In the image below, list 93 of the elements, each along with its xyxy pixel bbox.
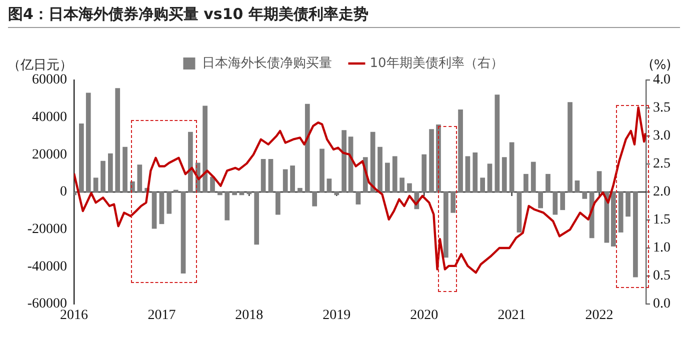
bar bbox=[188, 132, 193, 192]
bar bbox=[633, 192, 638, 278]
bar bbox=[312, 192, 318, 206]
bar bbox=[93, 178, 98, 192]
bar bbox=[626, 192, 630, 217]
y2-tick-label: 0.5 bbox=[653, 268, 670, 284]
bar bbox=[166, 192, 172, 214]
bar bbox=[218, 192, 222, 196]
y2-tick-label: 1.5 bbox=[653, 212, 670, 228]
bar bbox=[450, 192, 456, 213]
x-tick-label: 2016 bbox=[60, 308, 88, 324]
bar bbox=[509, 142, 514, 192]
bar bbox=[530, 162, 536, 192]
bar bbox=[108, 153, 113, 192]
bar bbox=[224, 192, 230, 220]
bar bbox=[596, 171, 602, 192]
bar bbox=[100, 160, 106, 192]
y2-tick-label: 0.0 bbox=[653, 296, 670, 312]
bar bbox=[502, 157, 507, 192]
bar bbox=[79, 124, 84, 192]
bar bbox=[180, 192, 186, 274]
bar bbox=[407, 183, 412, 192]
bar bbox=[290, 166, 295, 192]
bar bbox=[86, 92, 91, 192]
bar bbox=[115, 88, 120, 192]
bar bbox=[232, 192, 237, 196]
bar bbox=[524, 174, 528, 192]
bar bbox=[320, 148, 324, 192]
bar bbox=[275, 192, 280, 215]
bar bbox=[429, 129, 434, 192]
x-tick-label: 2018 bbox=[235, 308, 264, 324]
y-tick-label: 60000 bbox=[32, 72, 67, 88]
bar bbox=[472, 152, 478, 192]
bar bbox=[268, 159, 274, 192]
y-tick-label: 40000 bbox=[32, 110, 67, 126]
bar bbox=[378, 146, 382, 192]
x-tick-label: 2020 bbox=[410, 308, 438, 324]
y-tick-label: -40000 bbox=[27, 259, 67, 274]
bar bbox=[202, 106, 208, 192]
x-tick-label: 2017 bbox=[148, 308, 176, 324]
bar bbox=[210, 176, 215, 192]
bar bbox=[122, 146, 128, 192]
bar bbox=[516, 192, 522, 232]
bar bbox=[458, 110, 463, 192]
bar bbox=[568, 102, 572, 192]
bar bbox=[400, 178, 404, 192]
bar bbox=[422, 154, 427, 192]
bar bbox=[385, 162, 390, 192]
bar bbox=[356, 192, 361, 204]
y-tick-label: 0 bbox=[60, 184, 67, 200]
legend-label: 日本海外长债净购买量 bbox=[202, 56, 332, 71]
bar bbox=[298, 188, 302, 192]
y-tick-label: 20000 bbox=[32, 147, 67, 162]
bar bbox=[487, 164, 492, 192]
bar bbox=[465, 156, 470, 192]
bar bbox=[618, 192, 624, 232]
bar bbox=[552, 192, 558, 215]
bar bbox=[342, 130, 346, 192]
bar bbox=[304, 104, 310, 192]
x-tick-label: 2021 bbox=[498, 308, 526, 324]
chart-title: 图4：日本海外债券净购买量 vs10 年期美债利率走势 bbox=[8, 0, 680, 28]
x-tick-label: 2019 bbox=[322, 308, 351, 324]
bar bbox=[159, 192, 164, 224]
legend-label: 10年期美债利率（右） bbox=[370, 54, 504, 71]
y2-axis-title: (%) bbox=[648, 58, 672, 73]
bar bbox=[254, 192, 260, 245]
y2-tick-label: 2.0 bbox=[653, 184, 670, 200]
bar bbox=[560, 192, 566, 210]
bar bbox=[326, 178, 332, 192]
bar bbox=[610, 192, 616, 246]
bar bbox=[260, 159, 266, 192]
y-tick-label: -20000 bbox=[27, 222, 67, 238]
bar bbox=[574, 180, 580, 192]
bar bbox=[582, 192, 588, 199]
bar bbox=[173, 190, 178, 192]
bar bbox=[152, 192, 157, 229]
bar bbox=[546, 174, 550, 192]
bar bbox=[480, 178, 485, 192]
y2-tick-label: 2.5 bbox=[653, 156, 670, 172]
bar bbox=[282, 169, 288, 192]
bar bbox=[137, 164, 142, 192]
bar bbox=[538, 192, 543, 208]
y2-tick-label: 3.5 bbox=[653, 100, 670, 116]
y2-tick-label: 4.0 bbox=[653, 72, 670, 88]
bar bbox=[392, 156, 398, 192]
bar bbox=[494, 94, 500, 192]
bar bbox=[443, 192, 448, 258]
y2-tick-label: 3.0 bbox=[653, 128, 670, 144]
y2-tick-label: 1.0 bbox=[653, 240, 670, 256]
y-axis-title: （亿日元） bbox=[8, 58, 72, 73]
x-tick-label: 2022 bbox=[585, 308, 614, 324]
bar bbox=[239, 192, 244, 196]
bar bbox=[370, 132, 376, 192]
